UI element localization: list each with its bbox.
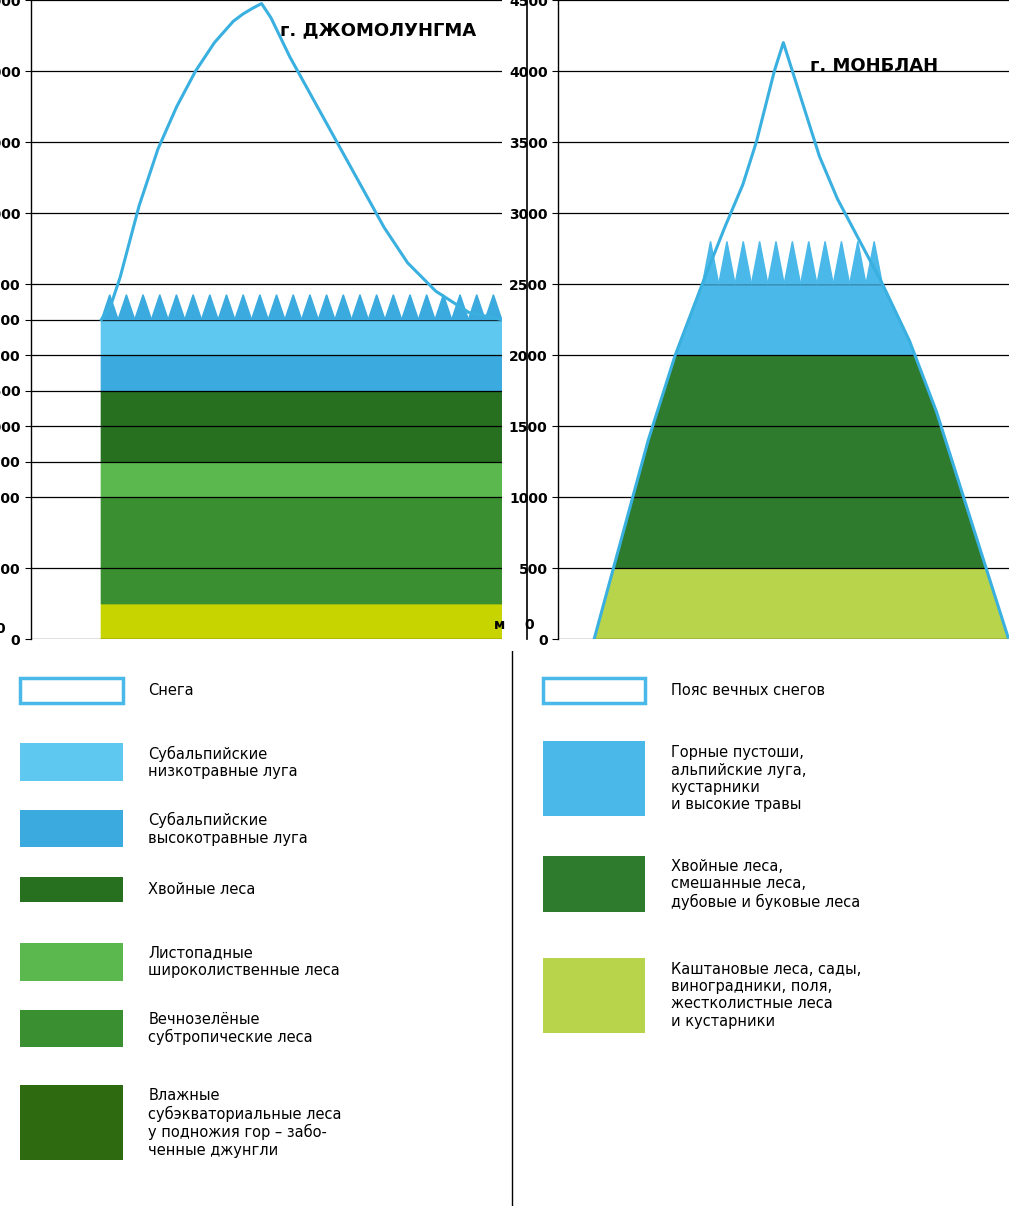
Text: 0: 0 [0,621,5,636]
Bar [20,877,123,902]
Polygon shape [152,294,168,320]
Bar [543,742,645,816]
Polygon shape [594,43,1009,639]
Text: Снега: Снега [148,683,195,697]
Polygon shape [318,294,335,320]
Text: г. ДЖОМОЛУНГМА: г. ДЖОМОЛУНГМА [281,22,476,40]
Polygon shape [351,294,369,320]
Polygon shape [101,355,502,391]
Polygon shape [301,294,318,320]
Polygon shape [801,241,817,285]
Polygon shape [435,294,452,320]
Polygon shape [268,294,285,320]
Bar [20,943,123,980]
Polygon shape [101,4,502,639]
Polygon shape [369,294,385,320]
Polygon shape [768,241,784,285]
Polygon shape [135,294,152,320]
Polygon shape [850,241,866,285]
Text: Каштановые леса, сады,
виноградники, поля,
жестколистные леса
и кустарники: Каштановые леса, сады, виноградники, пол… [671,961,861,1029]
Polygon shape [101,294,118,320]
Bar [543,958,645,1032]
Bar [20,678,123,703]
Polygon shape [784,241,801,285]
Polygon shape [168,294,184,320]
Bar [543,856,645,912]
Bar [20,1009,123,1047]
Polygon shape [252,294,268,320]
Polygon shape [101,391,502,462]
Polygon shape [485,294,502,320]
Text: Хвойные леса: Хвойные леса [148,883,256,897]
Polygon shape [752,241,768,285]
Polygon shape [817,241,834,285]
Polygon shape [101,604,502,639]
Polygon shape [834,241,850,285]
Polygon shape [866,241,883,285]
Polygon shape [335,294,351,320]
Bar [20,743,123,781]
Text: м: м [494,619,505,632]
Bar [543,678,645,703]
Polygon shape [101,320,502,355]
Bar [20,810,123,848]
Polygon shape [202,294,218,320]
Polygon shape [613,355,986,568]
Polygon shape [101,497,502,604]
Text: Влажные
субэкваториальные леса
у подножия гор – забо-
ченные джунгли: Влажные субэкваториальные леса у подножи… [148,1088,342,1158]
Polygon shape [594,568,1009,639]
Text: Листопадные
широколиственные леса: Листопадные широколиственные леса [148,946,340,978]
Polygon shape [702,241,719,285]
Polygon shape [719,241,735,285]
Polygon shape [468,294,485,320]
Polygon shape [234,294,252,320]
Polygon shape [452,294,468,320]
Text: Горные пустоши,
альпийские луга,
кустарники
и высокие травы: Горные пустоши, альпийские луга, кустарн… [671,745,806,813]
Text: Субальпийские
низкотравные луга: Субальпийские низкотравные луга [148,745,298,779]
Polygon shape [285,294,301,320]
Text: Хвойные леса,
смешанные леса,
дубовые и буковые леса: Хвойные леса, смешанные леса, дубовые и … [671,859,860,909]
Polygon shape [735,241,752,285]
Text: Вечнозелёные
субтропические леса: Вечнозелёные субтропические леса [148,1012,313,1046]
Text: Пояс вечных снегов: Пояс вечных снегов [671,683,824,697]
Polygon shape [101,462,502,497]
Polygon shape [401,294,419,320]
Polygon shape [419,294,435,320]
Text: 0: 0 [524,619,534,632]
Polygon shape [184,294,202,320]
Polygon shape [218,294,234,320]
Polygon shape [118,294,135,320]
Bar [20,1085,123,1160]
Polygon shape [676,285,914,355]
Polygon shape [385,294,401,320]
Text: г. МОНБЛАН: г. МОНБЛАН [810,57,939,75]
Text: Субальпийские
высокотравные луга: Субальпийские высокотравные луга [148,812,308,845]
